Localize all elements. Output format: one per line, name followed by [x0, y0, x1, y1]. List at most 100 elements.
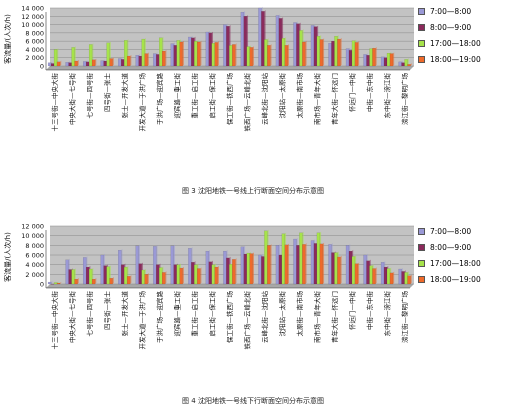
bar-side [147, 52, 149, 66]
bar [141, 38, 145, 67]
bar [366, 55, 370, 67]
bar [197, 268, 201, 285]
legend-item: 8:00—9:00 [418, 240, 506, 254]
x-tick-label: 于洪广场—迎宾路 [155, 291, 164, 344]
bar-side [252, 46, 254, 66]
x-tick-label: 启工街—保工街 [207, 291, 216, 337]
bar [243, 16, 247, 67]
x-tick-label: 南市场—青年大街 [313, 291, 322, 344]
bar [91, 279, 96, 285]
bar-side [217, 265, 219, 284]
bar [313, 26, 318, 67]
bar [275, 15, 280, 67]
bar-side [287, 243, 290, 284]
x-tick-label: 青年大街—怀远门 [330, 291, 339, 343]
legend-item: 18:00—19:00 [418, 272, 506, 286]
x-tick-label: 铁西广场—云峰北街 [243, 291, 252, 350]
bar-side [392, 52, 395, 66]
bar-side [410, 274, 412, 284]
x-tick-label: 南市场—青年大街 [313, 73, 322, 126]
y-tick-label: 6 000 [25, 38, 44, 46]
bar [380, 262, 385, 285]
legend-label: 17:00—18:00 [430, 258, 481, 268]
bar [281, 233, 285, 285]
x-tick-label: 张士—开发大道 [120, 73, 129, 119]
bar [118, 58, 122, 67]
x-tick-label: 于洪广场—迎宾路 [155, 73, 164, 126]
legend-swatch [418, 39, 425, 47]
bar [302, 244, 306, 285]
legend-label: 8:00—9:00 [430, 242, 472, 252]
bar [331, 252, 335, 285]
bar [331, 40, 335, 67]
bar [372, 48, 376, 67]
bar-side [77, 277, 79, 284]
bar-side [375, 267, 377, 284]
bar [383, 57, 388, 67]
bar [53, 49, 58, 67]
bar [208, 32, 212, 67]
y-tick-label: 8 000 [25, 242, 44, 250]
bar [310, 240, 315, 285]
bar [246, 252, 250, 285]
bar [91, 59, 96, 67]
bar [337, 38, 341, 67]
bar [302, 41, 306, 67]
bar [348, 50, 353, 67]
x-tick-label: 中央大街—七号街 [67, 291, 76, 344]
legend-item: 7:00—8:00 [418, 4, 506, 18]
bar [83, 257, 87, 285]
bar [156, 54, 160, 67]
bar-side [392, 271, 395, 284]
bar [47, 62, 52, 67]
bar [103, 60, 107, 67]
bar [144, 53, 148, 67]
bar [188, 36, 192, 67]
bar [258, 254, 262, 285]
bar [159, 37, 163, 67]
bar [124, 266, 128, 285]
bar [316, 232, 321, 285]
bar [275, 245, 280, 285]
bar-side [410, 63, 412, 66]
x-tick-label: 中街—东中街 [365, 73, 374, 113]
legend-item: 17:00—18:00 [418, 36, 506, 50]
bar [313, 243, 318, 285]
plot-floor [46, 66, 414, 70]
x-tick-label: 重工街—启工街 [190, 291, 199, 337]
bar-side [165, 49, 167, 66]
bar [173, 45, 177, 67]
bar [316, 36, 321, 67]
bar [296, 245, 300, 285]
legend-label: 17:00—18:00 [430, 38, 481, 48]
bar [264, 39, 268, 67]
bar [310, 25, 315, 67]
bar-side [270, 244, 272, 284]
y-tick-label: 0 [40, 281, 44, 289]
bar [56, 61, 61, 67]
bar [124, 40, 128, 67]
bar [211, 43, 215, 67]
bar [319, 39, 324, 67]
bar [345, 245, 350, 285]
x-tick-label: 十三号街—中央大街 [50, 291, 59, 350]
bar [389, 53, 394, 67]
bar [398, 268, 402, 285]
bar [100, 60, 104, 67]
bar [258, 7, 262, 67]
bar [188, 248, 192, 285]
bar [126, 55, 131, 67]
bar [156, 264, 160, 285]
bar [118, 250, 122, 285]
x-tick-label: 启工街—保工街 [207, 73, 216, 119]
x-tick-label: 四号街—张士 [102, 73, 111, 113]
bar [299, 232, 303, 285]
y-tick-label: 0 [40, 63, 44, 71]
bar [240, 11, 244, 67]
bar [386, 268, 391, 285]
bar [261, 11, 265, 67]
bar [176, 264, 180, 285]
bar [401, 62, 405, 67]
bar [194, 264, 198, 285]
x-tick-label: 七号街—四号街 [85, 73, 94, 119]
